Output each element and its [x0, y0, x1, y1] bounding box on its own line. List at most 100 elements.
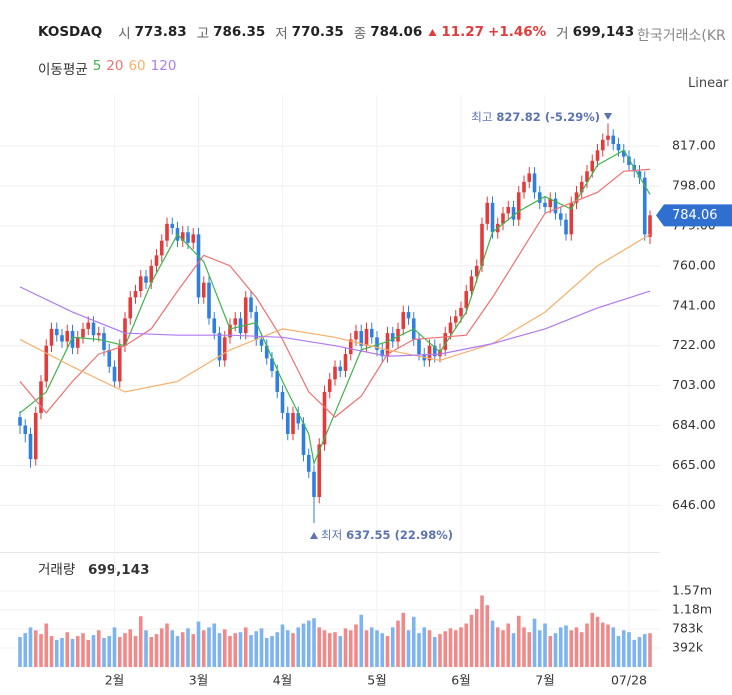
min-marker: [310, 532, 318, 539]
y-tick-label: 646.00: [672, 497, 716, 512]
volume-bar: [469, 614, 474, 667]
volume-bar: [375, 630, 379, 667]
candle-body: [254, 312, 259, 340]
volume-bar: [28, 627, 33, 667]
volume-bar: [648, 633, 652, 667]
volume-bar: [522, 627, 526, 667]
volume-bar: [369, 627, 374, 667]
y-tick-label: 817.00: [672, 138, 716, 153]
annotation-part: 최고: [471, 110, 492, 124]
candle-body: [522, 181, 526, 193]
candle-body: [432, 345, 437, 357]
candle-body: [464, 291, 469, 308]
volume-bar: [259, 628, 264, 667]
volume-bar: [532, 618, 537, 667]
volume-bar: [516, 615, 521, 667]
candle-body: [264, 345, 269, 359]
volume-bar: [201, 630, 206, 667]
candle-body: [91, 322, 96, 336]
volume-bar: [133, 636, 138, 667]
candle-body: [390, 333, 395, 342]
candle-body: [222, 337, 227, 361]
volume-bar: [637, 637, 642, 667]
volume-bar: [165, 623, 169, 667]
legend-entry: 5: [92, 58, 102, 74]
open-value: 773.83: [134, 24, 187, 40]
y-tick-label: 684.00: [672, 417, 716, 432]
volume-value: 699,143: [88, 562, 150, 578]
volume-bar: [86, 639, 91, 667]
volume-bar: [485, 605, 490, 667]
volume-bar: [338, 636, 343, 667]
candle-body: [359, 331, 364, 346]
candle-body: [443, 333, 448, 350]
candle-body: [306, 454, 311, 472]
volume-bar: [149, 637, 154, 667]
volume-bar: [390, 627, 395, 667]
max-marker: [604, 113, 612, 120]
candle-body: [490, 202, 495, 233]
candle-body: [144, 276, 148, 283]
up-arrow: [428, 28, 437, 36]
scale-button[interactable]: Linear: [688, 76, 729, 91]
volume-bar: [264, 638, 269, 667]
y-tick-label: 760.00: [672, 257, 716, 272]
candle-body: [128, 297, 133, 319]
candle-body: [33, 412, 38, 460]
candle-body: [23, 425, 28, 434]
candle-body: [39, 381, 43, 413]
volume-bar: [233, 633, 238, 667]
y-tick-label: 783k: [672, 621, 704, 636]
candle-body: [49, 328, 54, 346]
y-tick-label: 1.57m: [672, 583, 712, 598]
candle-body: [270, 358, 274, 371]
y-tick-label: 741.00: [672, 297, 716, 312]
volume-bar: [49, 636, 54, 667]
volume-bar: [39, 634, 43, 667]
candle-body: [243, 297, 248, 334]
candle-body: [133, 291, 138, 298]
candle-body: [44, 345, 49, 382]
close-label: 종: [353, 26, 367, 42]
candle-body: [86, 322, 91, 329]
volume-bar: [306, 620, 311, 667]
volume-bar: [322, 630, 327, 667]
volume-bar: [159, 628, 164, 667]
candle-body: [543, 202, 547, 208]
candle-body: [186, 232, 190, 243]
close-value: 784.06: [370, 24, 423, 40]
candle-body: [81, 328, 85, 338]
volume-bar: [417, 633, 421, 667]
candle-body: [96, 333, 101, 336]
candle-body: [606, 135, 610, 140]
volume-bar: [70, 638, 75, 667]
volume-bar: [191, 634, 196, 667]
volume-title: 거래량: [38, 562, 75, 578]
candle-body: [621, 150, 626, 157]
volume-bar: [285, 630, 290, 667]
low-label: 저: [275, 26, 288, 42]
volume-bar: [348, 630, 353, 667]
volume-bar: [327, 633, 332, 667]
x-tick-label: 7월: [535, 673, 554, 688]
volume-bar: [23, 633, 28, 667]
candle-body: [511, 207, 516, 220]
volume-bar: [317, 627, 322, 667]
volume-bar: [422, 627, 427, 667]
candle-body: [327, 379, 332, 392]
volume-bar: [170, 630, 175, 667]
volume-bar: [91, 635, 96, 667]
candle-body: [527, 173, 532, 182]
candle-body: [558, 213, 563, 220]
candle-body: [212, 318, 217, 334]
candle-body: [107, 349, 112, 367]
volume-bar: [243, 627, 248, 667]
y-tick-label: 392k: [672, 640, 704, 655]
volume-bar: [138, 616, 143, 667]
volume-bar: [212, 623, 217, 667]
candle-body: [191, 234, 196, 243]
volume-bar: [459, 627, 463, 667]
legend-entry: 20: [106, 58, 124, 74]
candle-body: [170, 223, 175, 229]
volume-bar: [506, 623, 511, 667]
